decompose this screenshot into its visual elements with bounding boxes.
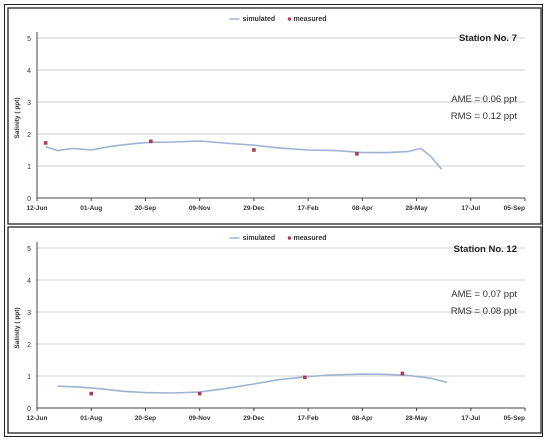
y-tick-label: 1 <box>27 164 31 171</box>
legend-measured-marker <box>287 236 292 240</box>
measured-point <box>43 141 48 145</box>
x-tick-label: 05-Sep <box>504 415 525 422</box>
legend-measured-marker <box>287 17 292 21</box>
x-tick-label: 08-Apr <box>352 415 373 422</box>
stat-annotation: RMS = 0.08 ppt <box>451 306 518 317</box>
x-tick-label: 28-May <box>406 205 428 212</box>
x-tick-label: 01-Aug <box>80 415 102 422</box>
x-tick-label: 17-Jul <box>461 205 480 212</box>
y-axis-label: Salinity ( ppt) <box>14 97 21 138</box>
x-tick-label: 28-May <box>406 415 428 422</box>
x-tick-label: 08-Apr <box>352 205 373 212</box>
y-tick-label: 4 <box>27 278 31 285</box>
x-tick-label: 09-Nov <box>189 205 211 212</box>
y-tick-label: 0 <box>27 196 31 203</box>
y-tick-label: 5 <box>27 246 31 253</box>
stat-annotation: RMS = 0.12 ppt <box>451 111 518 122</box>
figure-frame <box>4 4 543 437</box>
panel-frame <box>7 7 542 225</box>
x-tick-label: 12-Jun <box>27 415 48 422</box>
x-tick-label: 01-Aug <box>80 205 102 212</box>
x-tick-label: 20-Sep <box>135 415 156 422</box>
x-tick-label: 17-Jul <box>461 415 480 422</box>
measured-point <box>400 371 405 376</box>
chart-panel-2: 0 1 2 3 4 5 12-Jun 01-Aug 20-Sep 09-Nov 29-Dec 17-F… <box>7 226 542 434</box>
chart-title: Station No. 7 <box>459 33 517 44</box>
legend-measured-label: measured <box>294 235 327 242</box>
y-tick-label: 5 <box>27 36 31 43</box>
x-tick-label: 09-Nov <box>189 415 211 422</box>
measured-point <box>355 152 359 156</box>
measured-point <box>149 139 153 144</box>
stat-annotation: AME = 0.07 ppt <box>451 289 517 300</box>
y-tick-label: 0 <box>27 406 31 413</box>
chart-title: Station No. 12 <box>454 244 517 255</box>
x-tick-label: 17-Feb <box>298 415 319 422</box>
x-tick-label: 12-Jun <box>27 205 48 212</box>
series-simulated-line <box>57 373 448 394</box>
y-tick-label: 1 <box>27 374 31 381</box>
stat-annotation: AME = 0.06 ppt <box>451 94 517 105</box>
x-tick-label: 29-Dec <box>243 205 265 212</box>
x-tick-label: 29-Dec <box>243 415 265 422</box>
x-tick-label: 20-Sep <box>135 205 156 212</box>
panel-frame <box>7 226 542 434</box>
measured-point <box>89 391 94 396</box>
legend-measured-label: measured <box>294 16 327 23</box>
y-tick-label: 3 <box>27 310 31 317</box>
legend-simulated-label: simulated <box>243 16 276 23</box>
x-tick-label: 17-Feb <box>298 205 319 212</box>
measured-point <box>197 391 202 396</box>
measured-point <box>252 148 256 152</box>
chart-panel-1: 0 1 2 3 4 5 12-Jun 01-Aug 20-Sep 09-Nov 29-Dec 17-F… <box>7 7 542 225</box>
y-tick-label: 3 <box>27 100 31 107</box>
measured-point <box>303 375 307 380</box>
y-axis-label: Salinity ( ppt) <box>14 307 21 348</box>
y-tick-label: 2 <box>27 132 31 139</box>
y-tick-label: 2 <box>27 342 31 349</box>
x-tick-label: 05-Sep <box>504 205 525 212</box>
y-tick-label: 4 <box>27 68 31 75</box>
legend-simulated-label: simulated <box>243 235 276 242</box>
series-simulated-line <box>45 140 443 170</box>
